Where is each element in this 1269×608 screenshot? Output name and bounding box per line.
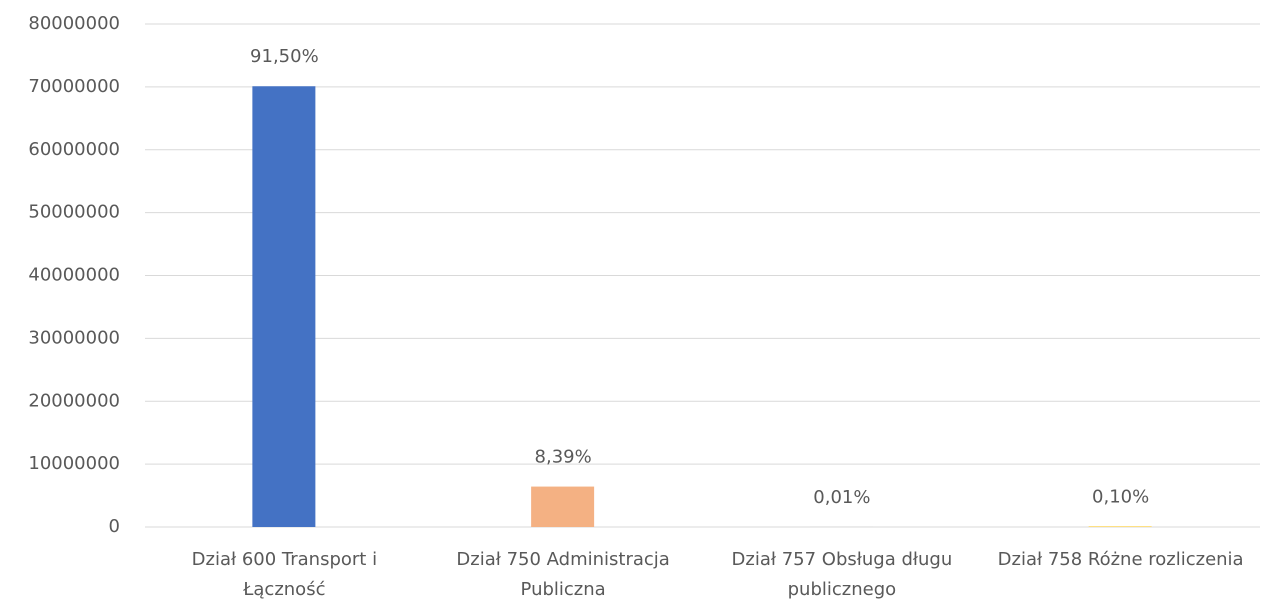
data-label: 0,10% [1092, 487, 1149, 508]
y-tick-label: 50000000 [28, 202, 120, 223]
y-tick-label: 0 [109, 516, 120, 537]
y-tick-label: 60000000 [28, 139, 120, 160]
y-tick-label: 70000000 [28, 76, 120, 97]
y-tick-label: 20000000 [28, 390, 120, 411]
x-tick-label: Dział 757 Obsługa długu publicznego [731, 549, 953, 600]
data-label: 91,50% [250, 46, 319, 67]
y-tick-label: 10000000 [28, 453, 120, 474]
data-label: 0,01% [813, 487, 870, 508]
bar [531, 486, 595, 527]
y-tick-label: 80000000 [28, 13, 120, 34]
y-tick-label: 30000000 [28, 327, 120, 348]
x-tick-label: Dział 758 Różne rozliczenia [997, 549, 1244, 570]
x-tick-label: Dział 600 Transport i Łączność [191, 549, 378, 600]
bar [252, 86, 316, 527]
data-label: 8,39% [535, 447, 592, 468]
y-tick-label: 40000000 [28, 265, 120, 286]
x-tick-label: Dział 750 Administracja Publiczna [456, 549, 670, 600]
